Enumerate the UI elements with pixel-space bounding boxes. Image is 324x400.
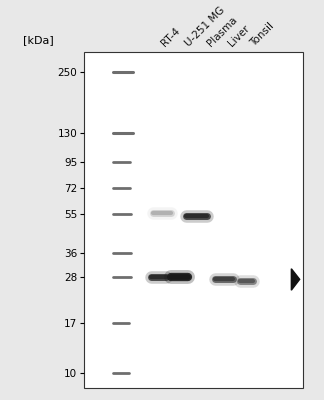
- Text: [kDa]: [kDa]: [23, 35, 54, 45]
- Text: Tonsil: Tonsil: [248, 21, 276, 49]
- Text: RT-4: RT-4: [160, 26, 182, 49]
- Text: U-251 MG: U-251 MG: [184, 5, 227, 49]
- Text: Liver: Liver: [226, 24, 251, 49]
- Bar: [84, 52, 303, 388]
- Text: Plasma: Plasma: [206, 15, 239, 49]
- Polygon shape: [291, 269, 300, 290]
